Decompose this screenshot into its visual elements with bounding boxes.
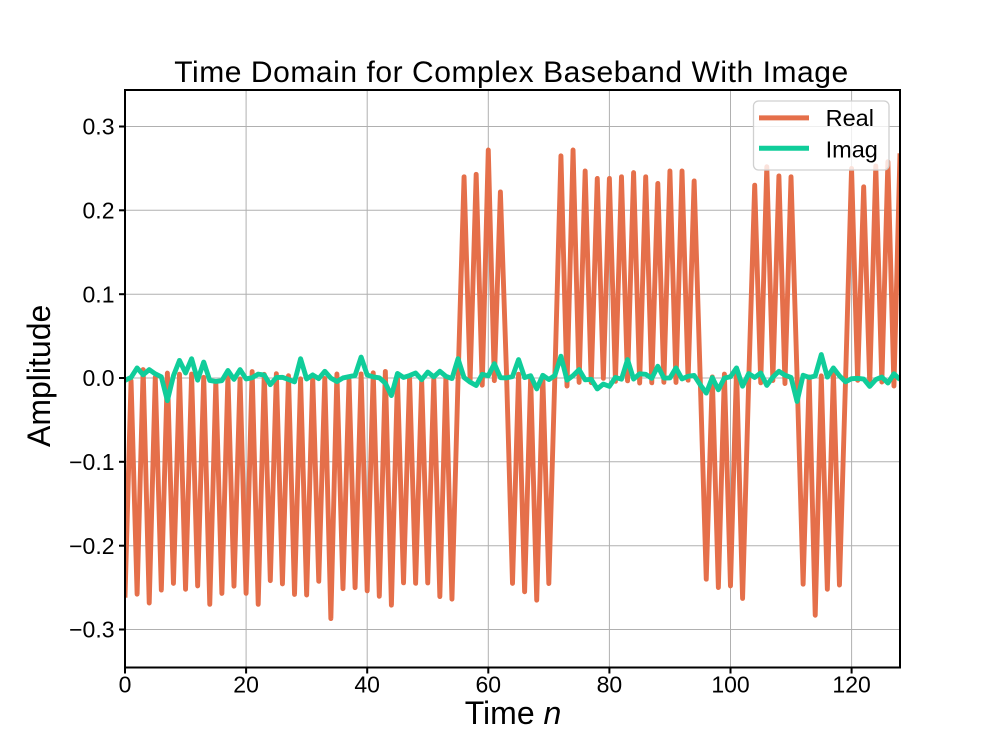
- svg-text:0.3: 0.3: [83, 114, 115, 140]
- svg-text:80: 80: [597, 672, 623, 698]
- svg-text:0: 0: [119, 672, 132, 698]
- svg-text:0.0: 0.0: [83, 365, 115, 391]
- svg-text:−0.3: −0.3: [69, 617, 114, 643]
- svg-text:Time n: Time n: [465, 695, 562, 731]
- svg-text:Time Domain for Complex Baseba: Time Domain for Complex Baseband With Im…: [174, 56, 848, 89]
- svg-text:−0.2: −0.2: [69, 533, 114, 559]
- svg-text:0.1: 0.1: [83, 281, 115, 307]
- svg-text:−0.1: −0.1: [69, 449, 114, 475]
- svg-text:100: 100: [711, 672, 749, 698]
- svg-text:Amplitude: Amplitude: [21, 305, 57, 447]
- svg-text:20: 20: [233, 672, 259, 698]
- svg-text:Imag: Imag: [826, 136, 878, 162]
- svg-text:Real: Real: [826, 105, 874, 131]
- svg-text:40: 40: [354, 672, 380, 698]
- svg-text:0.2: 0.2: [83, 198, 115, 224]
- svg-text:60: 60: [476, 672, 502, 698]
- svg-text:120: 120: [832, 672, 870, 698]
